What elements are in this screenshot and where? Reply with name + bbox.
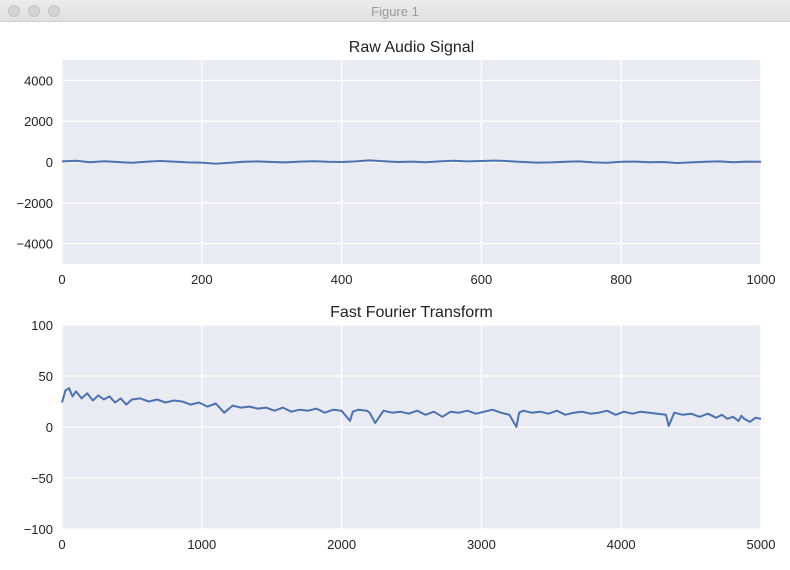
- x-tick-label: 5000: [747, 537, 776, 552]
- chart-title: Fast Fourier Transform: [330, 304, 493, 321]
- y-tick-label: −4000: [16, 237, 53, 252]
- y-tick-label: 50: [39, 369, 53, 384]
- close-window-button[interactable]: [8, 5, 20, 17]
- x-tick-label: 600: [471, 272, 493, 287]
- x-tick-label: 1000: [187, 537, 216, 552]
- y-tick-label: −100: [24, 522, 53, 537]
- y-tick-label: 100: [31, 318, 53, 333]
- y-tick-label: 0: [46, 420, 53, 435]
- x-tick-label: 400: [331, 272, 353, 287]
- minimize-window-button[interactable]: [28, 5, 40, 17]
- zoom-window-button[interactable]: [48, 5, 60, 17]
- window-title: Figure 1: [371, 4, 419, 19]
- x-tick-label: 0: [58, 537, 65, 552]
- x-tick-label: 4000: [607, 537, 636, 552]
- chart-axes-1: −4000 −2000 0 2000 4000 0 200 400 600 800 1000 Raw …: [16, 39, 775, 287]
- y-tick-label: −50: [31, 471, 53, 486]
- series-line-1: [61, 387, 762, 428]
- y-tick-label: 2000: [24, 114, 53, 129]
- x-tick-label: 800: [610, 272, 632, 287]
- series-line-1: [61, 159, 762, 165]
- y-tick-label: 0: [46, 155, 53, 170]
- x-tick-label: 3000: [467, 537, 496, 552]
- y-tick-label: 4000: [24, 73, 53, 88]
- x-tick-label: 0: [58, 272, 65, 287]
- chart-title: Raw Audio Signal: [349, 39, 474, 56]
- y-tick-label: −2000: [16, 196, 53, 211]
- window-titlebar: Figure 1: [0, 0, 790, 22]
- x-tick-label: 1000: [747, 272, 776, 287]
- x-tick-label: 200: [191, 272, 213, 287]
- x-tick-label: 2000: [327, 537, 356, 552]
